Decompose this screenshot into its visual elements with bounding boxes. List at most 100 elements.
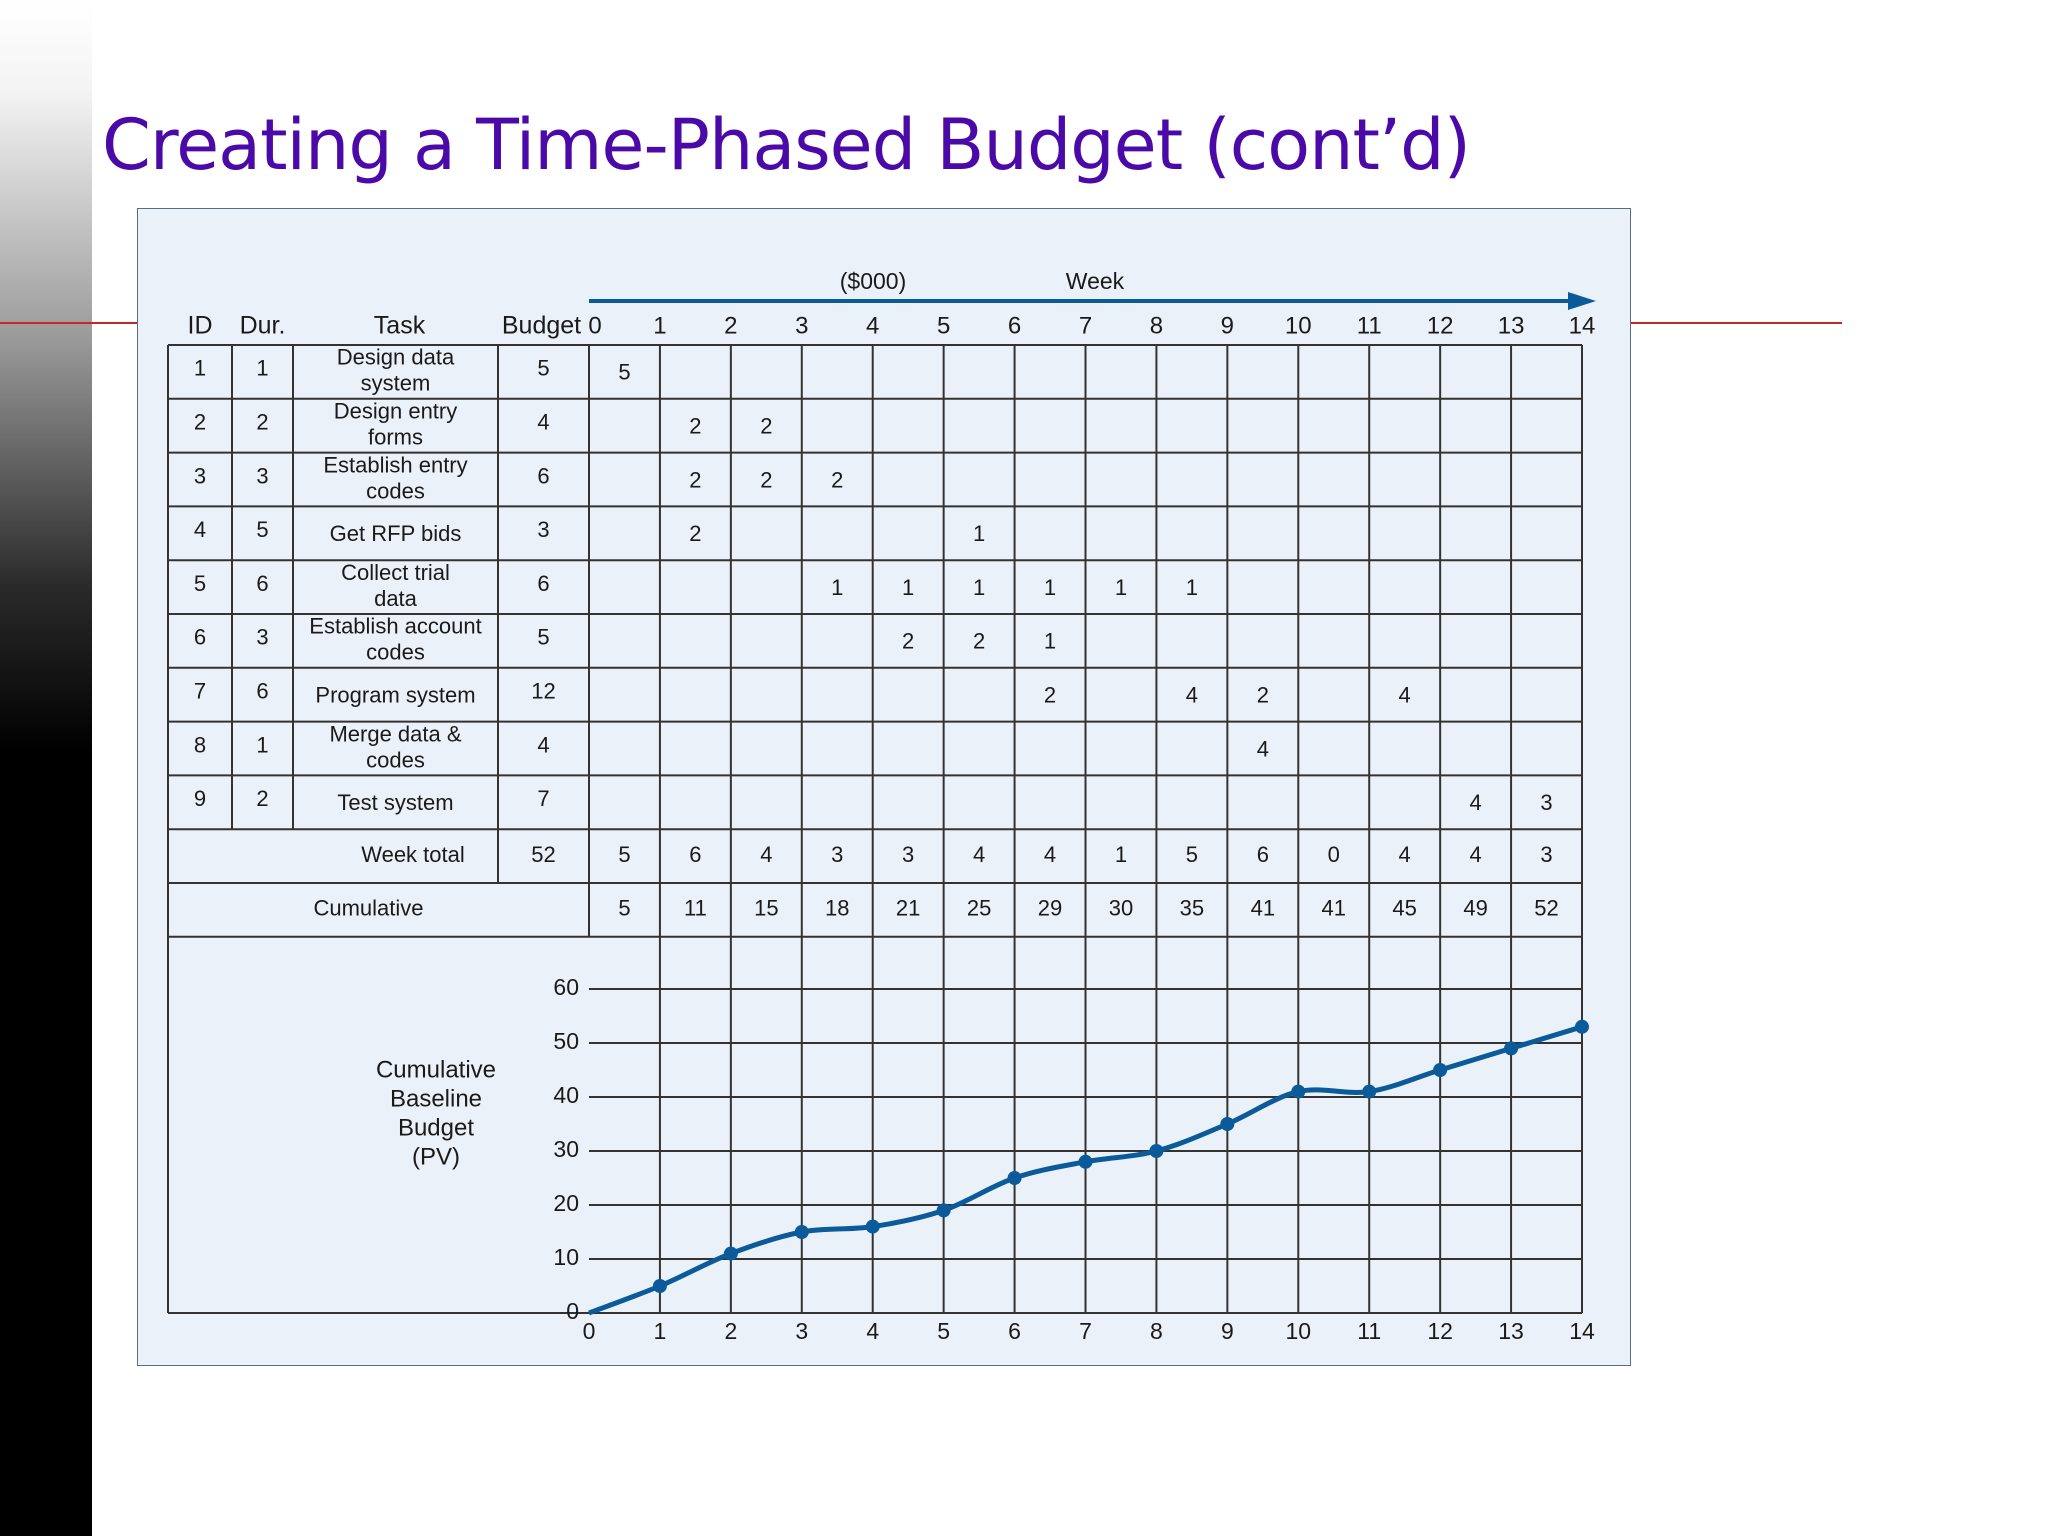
row-dur: 1 xyxy=(256,732,268,757)
row-task-line1: Establish account xyxy=(309,614,481,639)
week-header-9: 9 xyxy=(1221,312,1234,339)
row-week-value: 1 xyxy=(1044,575,1056,600)
x-tick-label: 11 xyxy=(1357,1318,1381,1344)
row-week-value: 5 xyxy=(618,360,630,385)
row-week-value: 1 xyxy=(1115,575,1127,600)
x-tick-label: 13 xyxy=(1498,1318,1524,1344)
row-id: 8 xyxy=(194,732,206,757)
x-tick-label: 7 xyxy=(1079,1318,1092,1344)
row-budget: 6 xyxy=(537,463,549,488)
row-task-line2: forms xyxy=(368,425,423,450)
row-budget: 6 xyxy=(537,571,549,596)
row-task: Program system xyxy=(315,683,475,708)
x-tick-label: 3 xyxy=(795,1318,808,1344)
row-week-value: 1 xyxy=(1044,629,1056,654)
week-total-value: 5 xyxy=(1186,842,1198,867)
week-total-budget: 52 xyxy=(531,842,555,867)
row-id: 1 xyxy=(194,356,206,381)
y-tick-label: 10 xyxy=(553,1244,579,1270)
x-tick-label: 8 xyxy=(1150,1318,1163,1344)
cumulative-value: 11 xyxy=(684,896,707,921)
week-total-value: 4 xyxy=(1044,842,1056,867)
row-task-line2: codes xyxy=(366,747,425,772)
row-task: Test system xyxy=(337,790,453,815)
row-week-value: 3 xyxy=(1540,790,1552,815)
row-week-value: 1 xyxy=(831,575,843,600)
week-header-14: 14 xyxy=(1569,312,1596,339)
row-id: 5 xyxy=(194,571,206,596)
row-week-value: 2 xyxy=(760,467,772,492)
row-task: Get RFP bids xyxy=(330,521,462,546)
cumulative-value: 15 xyxy=(754,896,778,921)
cumulative-value: 18 xyxy=(825,896,849,921)
x-tick-label: 9 xyxy=(1221,1318,1234,1344)
week-header-8: 8 xyxy=(1150,312,1163,339)
row-week-value: 2 xyxy=(1044,683,1056,708)
cumulative-value: 25 xyxy=(967,896,991,921)
x-tick-label: 5 xyxy=(937,1318,950,1344)
x-tick-label: 1 xyxy=(654,1318,667,1344)
pv-data-point xyxy=(1362,1084,1377,1099)
week-header-10: 10 xyxy=(1285,312,1312,339)
pv-data-point xyxy=(1504,1041,1519,1056)
row-budget: 5 xyxy=(537,356,549,381)
row-id: 9 xyxy=(194,786,206,811)
pv-data-point xyxy=(1078,1154,1093,1169)
row-budget: 4 xyxy=(537,732,549,757)
row-week-value: 1 xyxy=(1186,575,1198,600)
row-dur: 6 xyxy=(256,679,268,704)
cumulative-value: 29 xyxy=(1038,896,1062,921)
week-total-value: 3 xyxy=(902,842,914,867)
pv-data-point xyxy=(723,1246,738,1261)
row-week-value: 2 xyxy=(689,467,701,492)
timescale-unit-label: ($000) xyxy=(840,268,906,294)
y-axis-label-line: (PV) xyxy=(412,1143,460,1170)
row-week-value: 2 xyxy=(760,414,772,439)
y-tick-label: 50 xyxy=(553,1028,579,1054)
pv-data-point xyxy=(1007,1171,1022,1185)
pv-data-point xyxy=(1291,1084,1306,1099)
week-header-7: 7 xyxy=(1079,312,1092,339)
week-total-value: 3 xyxy=(1540,842,1552,867)
x-tick-label: 4 xyxy=(866,1318,879,1344)
y-axis-label-line: Baseline xyxy=(390,1085,482,1112)
header-id: ID xyxy=(188,312,213,340)
week-total-value: 4 xyxy=(1469,842,1481,867)
row-dur: 1 xyxy=(256,356,268,381)
row-dur: 2 xyxy=(256,786,268,811)
row-task-line2: codes xyxy=(366,640,425,665)
row-budget: 12 xyxy=(531,679,555,704)
cumulative-value: 30 xyxy=(1109,896,1133,921)
x-tick-label: 10 xyxy=(1285,1318,1311,1344)
y-tick-label: 0 xyxy=(566,1298,579,1324)
pv-data-point xyxy=(794,1225,809,1239)
pv-data-point xyxy=(936,1203,951,1218)
header-budget: Budget xyxy=(502,312,581,340)
week-header-12: 12 xyxy=(1427,312,1454,339)
cumulative-value: 21 xyxy=(896,896,920,921)
week-header-4: 4 xyxy=(866,312,879,339)
left-black-bar xyxy=(0,752,92,1536)
week-total-value: 6 xyxy=(689,842,701,867)
pv-data-point xyxy=(652,1279,667,1293)
week-header-5: 5 xyxy=(937,312,950,339)
budget-figure: ($000) Week ID Dur. Task Budget 0 1 2 3 4 5 6 7 8 9 10 11… xyxy=(137,208,1631,1366)
row-week-value: 2 xyxy=(973,629,985,654)
row-id: 7 xyxy=(194,679,206,704)
x-tick-label: 14 xyxy=(1569,1318,1595,1344)
accent-rule-left xyxy=(0,322,137,324)
week-header-2: 2 xyxy=(724,312,737,339)
y-axis-label-line: Budget xyxy=(398,1114,474,1141)
row-task-line2: data xyxy=(374,586,418,611)
left-gradient-bar xyxy=(0,0,92,752)
row-week-value: 2 xyxy=(689,414,701,439)
row-id: 4 xyxy=(194,517,206,542)
header-task: Task xyxy=(374,312,426,340)
cumulative-value: 49 xyxy=(1463,896,1487,921)
cumulative-value: 35 xyxy=(1180,896,1204,921)
x-tick-label: 12 xyxy=(1427,1318,1453,1344)
row-task-line1: Design entry xyxy=(334,399,458,424)
week-total-value: 4 xyxy=(1399,842,1411,867)
week-header-0: 0 xyxy=(588,312,601,339)
